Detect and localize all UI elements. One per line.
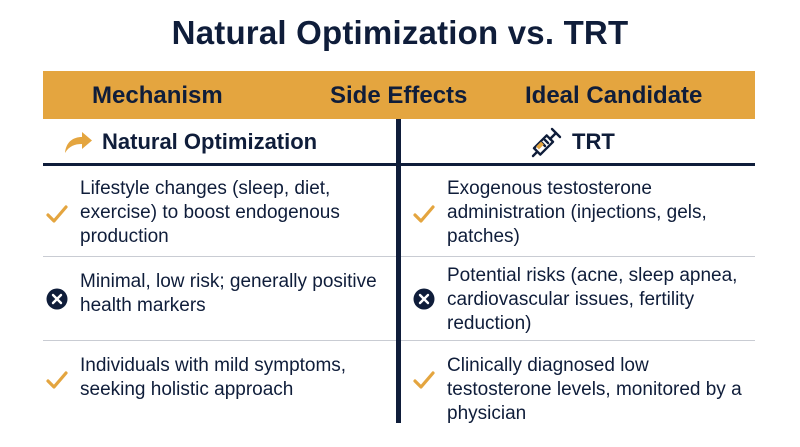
x-circle-icon [46,288,68,310]
check-icon [46,369,68,391]
column-header-natural: Natural Optimization [62,119,317,164]
column-label-trt: TRT [572,128,615,154]
column-divider [396,119,401,423]
cell-mechanism-trt: Exogenous testosterone administration (i… [447,178,707,247]
check-icon [46,203,68,225]
syringe-icon [530,125,564,159]
check-icon [413,369,435,391]
column-header-trt: TRT [530,119,615,164]
header-band: Mechanism Side Effects Ideal Candidate [43,71,755,119]
cell-side-effects-trt: Potential risks (acne, sleep apnea, card… [447,265,738,334]
page-title: Natural Optimization vs. TRT [171,14,629,51]
column-label-natural: Natural Optimization [102,128,318,154]
arrow-icon [62,128,94,156]
x-circle-icon [413,288,435,310]
header-ideal-candidate: Ideal Candidate [525,82,703,109]
header-mechanism: Mechanism [92,82,223,109]
cell-ideal-candidate-trt: Clinically diagnosed low testosterone le… [447,355,742,424]
cell-mechanism-natural: Lifestyle changes (sleep, diet, exercise… [80,178,340,247]
cell-ideal-candidate-natural: Individuals with mild symptoms, seeking … [80,355,347,400]
cell-side-effects-natural: Minimal, low risk; generally positive he… [80,271,377,316]
header-side-effects: Side Effects [330,82,468,109]
check-icon [413,203,435,225]
